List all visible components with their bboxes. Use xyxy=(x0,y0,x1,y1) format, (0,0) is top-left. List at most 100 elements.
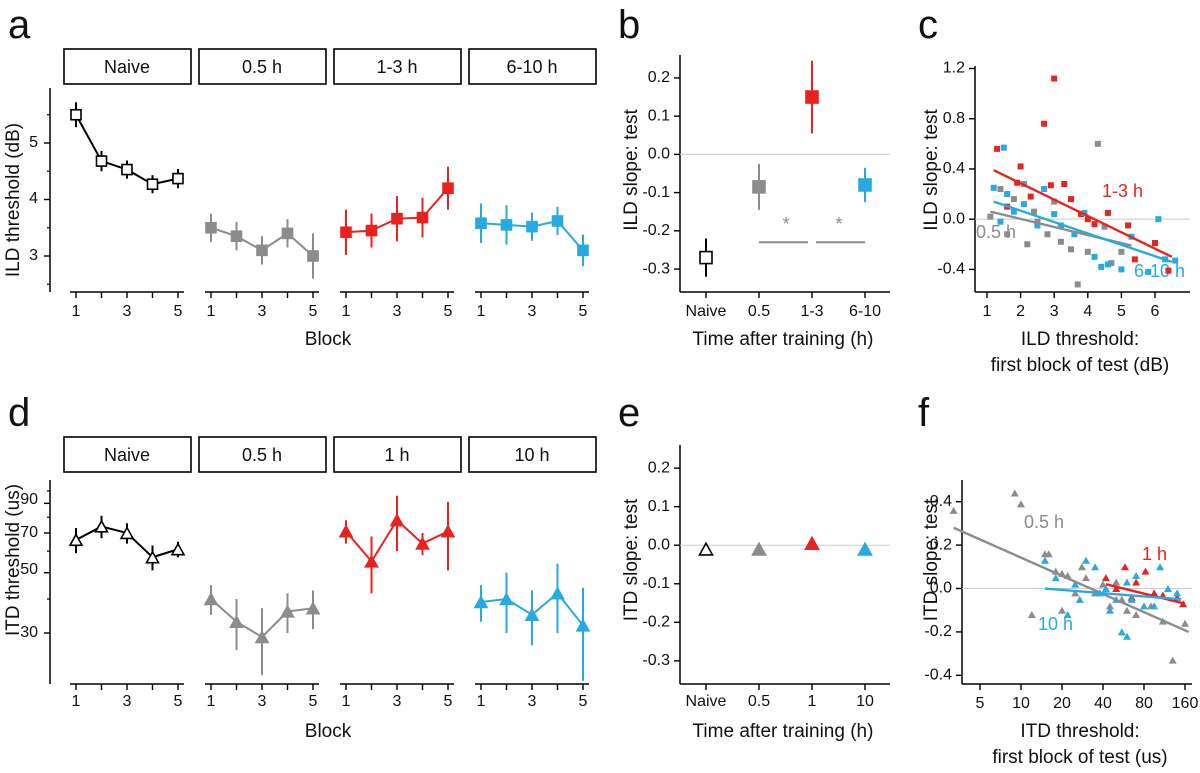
data-point xyxy=(1074,281,1081,288)
y-tick-label: 0.4 xyxy=(943,160,965,177)
data-point xyxy=(1165,267,1172,274)
data-point xyxy=(1173,589,1182,597)
data-marker xyxy=(146,178,159,191)
data-point xyxy=(997,186,1004,193)
data-point xyxy=(1104,209,1111,216)
panel-label-d: d xyxy=(8,391,30,435)
data-point xyxy=(1047,182,1054,189)
chart-a: Naive 0.5 h 1-3 h 6-10 h ILD threshold (… xyxy=(3,48,597,350)
data-point xyxy=(1094,140,1101,147)
data-point xyxy=(1141,567,1150,575)
regression-line xyxy=(953,526,1190,634)
data-point xyxy=(1091,253,1098,260)
y-tick-label: -0.1 xyxy=(642,184,670,201)
y-tick-label: -0.1 xyxy=(642,575,670,592)
chart-d: Naive 0.5 h 1 h 10 h ITD threshold (us) … xyxy=(3,436,597,742)
y-tick-label: -0.2 xyxy=(642,614,670,631)
data-point xyxy=(1078,211,1085,218)
chart-e: ITD slope: test Time after training (h) … xyxy=(621,445,890,742)
x-tick-label: 5 xyxy=(579,303,588,320)
data-marker xyxy=(805,90,819,104)
data-point xyxy=(1163,585,1172,593)
x-tick-label: 20 xyxy=(1053,695,1071,712)
x-tick-label: Naive xyxy=(686,303,727,320)
data-marker xyxy=(340,226,352,239)
data-point xyxy=(1101,223,1108,230)
data-point xyxy=(1071,589,1080,597)
x-tick-label: 1 xyxy=(207,693,216,710)
data-point xyxy=(994,145,1001,152)
y-tick-label: 0.0 xyxy=(943,210,965,227)
data-point xyxy=(1044,231,1051,238)
data-point xyxy=(1010,208,1017,215)
x-axis-label-line2: first block of test (us) xyxy=(992,747,1167,768)
data-marker xyxy=(256,244,268,257)
significance-marker: * xyxy=(782,214,789,234)
data-marker xyxy=(305,601,321,615)
x-tick-label: 5 xyxy=(309,303,318,320)
data-point xyxy=(1031,208,1038,215)
y-axis-label: ITD slope: test xyxy=(621,498,642,621)
data-marker xyxy=(440,524,456,538)
data-point xyxy=(1004,191,1011,198)
data-point xyxy=(1112,585,1121,593)
x-tick-label: 1 xyxy=(477,303,486,320)
x-axis-label: Time after training (h) xyxy=(693,721,874,742)
data-point xyxy=(1105,602,1114,610)
x-tick-label: 5 xyxy=(174,693,183,710)
x-tick-label: 6 xyxy=(1151,303,1160,320)
y-tick-label: -0.4 xyxy=(937,261,965,278)
data-marker xyxy=(415,536,430,550)
data-point xyxy=(949,506,958,514)
x-tick-label: 1 xyxy=(342,303,351,320)
x-tick-label: 5 xyxy=(1117,303,1126,320)
panel-label-c: c xyxy=(918,3,938,47)
regression-line xyxy=(993,169,1173,258)
data-point xyxy=(1091,563,1100,571)
data-marker xyxy=(281,227,294,240)
x-tick-label: 1-3 xyxy=(800,303,823,320)
data-marker xyxy=(203,591,219,606)
data-point xyxy=(1040,556,1049,564)
x-tick-label: 3 xyxy=(393,303,402,320)
y-tick-label: 0.0 xyxy=(930,580,952,597)
data-marker xyxy=(307,250,319,262)
data-point xyxy=(1068,196,1074,203)
data-marker xyxy=(95,155,108,167)
x-tick-label: 0.5 xyxy=(748,303,770,320)
x-tick-label: 40 xyxy=(1094,695,1112,712)
data-point xyxy=(1181,619,1189,627)
x-tick-label: 1 xyxy=(207,303,216,320)
group-header: 1 h xyxy=(384,445,409,465)
x-tick-label: 1 xyxy=(983,303,992,320)
data-point xyxy=(987,213,994,220)
x-tick-label: 3 xyxy=(1050,303,1059,320)
data-point xyxy=(1068,246,1074,253)
data-marker xyxy=(70,108,82,121)
data-point xyxy=(1099,580,1107,588)
data-point xyxy=(1063,611,1072,619)
x-axis-label-line1: ITD threshold: xyxy=(1020,721,1139,742)
data-point xyxy=(1051,198,1058,205)
y-tick-label: -0.4 xyxy=(924,667,952,684)
data-point xyxy=(1024,241,1031,248)
data-point xyxy=(1057,238,1064,245)
x-axis-label-line1: ILD threshold: xyxy=(1021,329,1139,350)
data-point xyxy=(997,218,1004,225)
data-point xyxy=(1077,563,1086,571)
panel-label-f: f xyxy=(918,391,930,435)
data-marker xyxy=(145,550,160,564)
data-point xyxy=(1034,222,1041,229)
x-tick-label: 1 xyxy=(342,693,351,710)
data-point xyxy=(1122,632,1131,640)
series-label-10h: 10 h xyxy=(1038,614,1073,634)
group-header: 1-3 h xyxy=(376,57,417,77)
data-marker xyxy=(172,172,184,185)
x-tick-label: 1 xyxy=(72,693,81,710)
data-marker xyxy=(68,532,84,547)
x-tick-label: 160 xyxy=(1172,695,1199,712)
y-tick-label: 0.8 xyxy=(943,110,965,127)
x-tick-label: 5 xyxy=(579,693,588,710)
data-point xyxy=(1027,193,1034,200)
data-point xyxy=(1051,574,1060,582)
